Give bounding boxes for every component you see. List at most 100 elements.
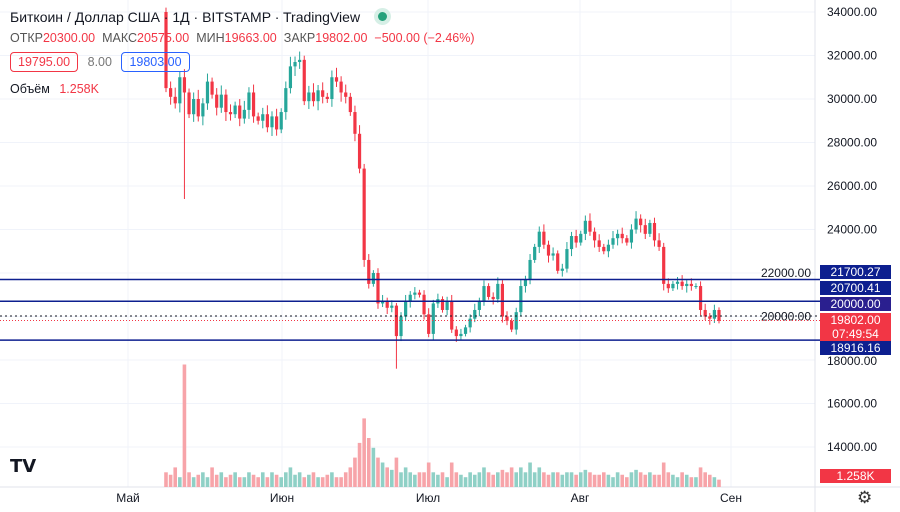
volume-bar [717, 479, 721, 487]
candle-body [233, 105, 237, 115]
volume-bar [634, 469, 638, 487]
volume-bar [519, 467, 523, 487]
buy-button[interactable]: 19803.00 [121, 52, 190, 72]
symbol-legend: Биткоин / Доллар США · 1Д · BITSTAMP · T… [10, 9, 388, 25]
candle-body [542, 231, 546, 245]
volume-bar [486, 472, 491, 487]
high-value: 20575.00 [137, 31, 190, 45]
candle-body [569, 236, 574, 250]
candle-body [505, 316, 509, 321]
candle-body [625, 238, 629, 243]
volume-bar [611, 477, 615, 487]
volume-bar [224, 477, 228, 487]
volume-bar [454, 472, 459, 487]
interval[interactable]: 1Д [172, 9, 190, 25]
candle-body [353, 112, 357, 134]
volume-bar [325, 474, 330, 487]
volume-bar [514, 472, 519, 487]
volume-bar [380, 462, 385, 487]
candle-body [201, 103, 205, 117]
volume-bar [671, 474, 675, 487]
volume-bar [638, 472, 643, 487]
volume-bar [413, 474, 417, 487]
volume-bar [260, 472, 265, 487]
volume-bar [201, 472, 205, 487]
ohlc-values: ОТКР20300.00 МАКС20575.00 МИН19663.00 ЗАКР1… [10, 31, 482, 45]
candle-body [440, 299, 445, 310]
volume-bar [459, 474, 463, 487]
candle-body [334, 77, 339, 82]
volume-bar [233, 472, 237, 487]
volume-bar [661, 462, 666, 487]
volume-bar [657, 474, 661, 487]
candle-body [703, 309, 707, 317]
volume-bar [625, 477, 629, 487]
candle-body [238, 105, 242, 119]
candle-body [187, 92, 191, 115]
candle-body [242, 109, 246, 119]
candle-body [592, 231, 597, 241]
symbol-title[interactable]: Биткоин / Доллар США [10, 9, 160, 25]
volume-bar [588, 472, 592, 487]
tradingview-logo[interactable]: 𝗧𝗩 [10, 456, 37, 476]
y-tick-label: 24000.00 [827, 223, 877, 237]
candle-body [311, 92, 316, 102]
candle-body [528, 259, 532, 280]
candle-body [316, 90, 320, 102]
volume-bar [403, 467, 408, 487]
candle-body [302, 59, 306, 102]
last-price: 19802.00 [830, 313, 881, 327]
candle-body [279, 112, 283, 130]
candle-body [556, 253, 560, 271]
volume-bar [496, 472, 500, 487]
x-tick-label: Сен [720, 491, 742, 505]
candle-body [173, 96, 177, 104]
close-value: 19802.00 [315, 31, 368, 45]
candle-body [574, 236, 578, 243]
volume-bar [417, 472, 422, 487]
candle-body [210, 81, 214, 95]
volume-bar [164, 472, 168, 487]
volume-tag: 1.258K [820, 469, 891, 483]
volume-bar [431, 472, 436, 487]
volume-bar [178, 477, 182, 487]
candle-body [261, 114, 265, 121]
volume-bar [270, 472, 274, 487]
volume-bar [334, 477, 339, 487]
volume-bar [320, 477, 325, 487]
volume-bar [551, 472, 555, 487]
volume-bar [615, 472, 620, 487]
candle-body [344, 92, 348, 97]
volume-bar [205, 477, 210, 487]
volume-bar [583, 469, 588, 487]
volume-bar [629, 472, 634, 487]
candle-body [486, 286, 491, 297]
level-tag: 21700.27 [820, 265, 891, 279]
low-value: 19663.00 [224, 31, 277, 45]
close-label: ЗАКР [283, 31, 316, 45]
candle-body [629, 229, 634, 243]
y-tick-label: 28000.00 [827, 136, 877, 150]
candle-body [367, 259, 371, 284]
volume-bar [219, 472, 224, 487]
x-tick-label: Авг [571, 491, 590, 505]
y-tick-label: 14000.00 [827, 440, 877, 454]
candle-body [348, 96, 352, 113]
volume-bar [698, 467, 703, 487]
volume-bar [210, 467, 214, 487]
volume-bar [565, 472, 569, 487]
candle-body [431, 303, 435, 334]
candle-body [362, 168, 366, 260]
candle-body [671, 283, 675, 289]
candle-body [380, 301, 385, 304]
candle-body [463, 327, 468, 334]
candle-body [417, 292, 422, 295]
candle-body [192, 99, 196, 115]
volume-bar [689, 477, 694, 487]
change-value: −500.00 (−2.46%) [374, 31, 475, 45]
settings-gear-icon[interactable]: ⚙ [857, 488, 873, 507]
volume-bar [528, 462, 532, 487]
sell-button[interactable]: 19795.00 [10, 52, 79, 72]
candle-body [251, 92, 256, 117]
